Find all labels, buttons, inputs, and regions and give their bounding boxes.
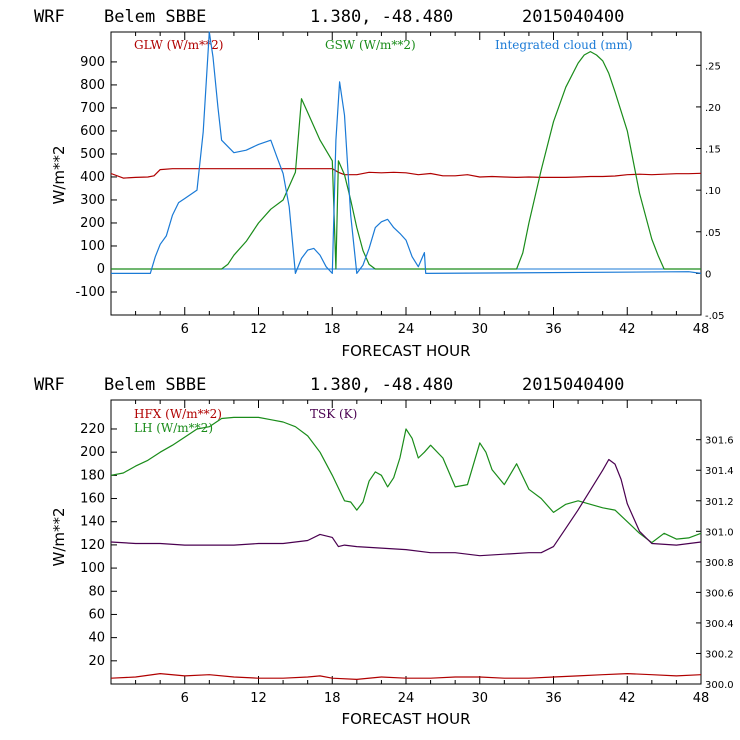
top-right-tick-label: .15 <box>705 145 721 156</box>
bottom-right-tick-label: 301.0 <box>705 527 734 538</box>
top-ylabel: W/m**2 <box>50 145 68 204</box>
top-right-tick-label: .20 <box>705 103 721 114</box>
top-y-tick-label: 300 <box>80 193 105 208</box>
top-series-gsw-line <box>111 50 701 270</box>
bottom-title-model: WRF <box>34 375 65 395</box>
bottom-series-hfx-line <box>110 672 702 681</box>
bottom-right-ticks: 301.6 301.4 301.2 301.0 300.8 300.6 300.4 300.2… <box>696 436 734 691</box>
top-xlabel: FORECAST HOUR <box>341 342 470 360</box>
bottom-y-tick-label: 200 <box>80 445 105 460</box>
bottom-x-tick-label: 12 <box>250 691 267 706</box>
top-y-tick-label: 200 <box>80 216 105 231</box>
top-y-tick-label: 900 <box>80 55 105 70</box>
bottom-series-lh-line <box>110 416 702 544</box>
bottom-x-tick-label: 36 <box>545 691 562 706</box>
bottom-y-tick-label: 40 <box>88 631 105 646</box>
top-y-tick-label: 400 <box>80 170 105 185</box>
top-title-coords: 1.380, -48.480 <box>310 7 453 27</box>
bottom-right-tick-label: 300.8 <box>705 558 734 569</box>
bottom-plot-frame <box>110 399 702 685</box>
top-y-ticks: -100 0 100 200 300 400 500 600 700 800 900 <box>75 55 117 300</box>
bottom-x-tick-label: 24 <box>398 691 415 706</box>
bottom-x-tick-label: 18 <box>324 691 341 706</box>
top-legend-glw: GLW (W/m**2) <box>134 38 223 52</box>
top-title-model: WRF <box>34 7 65 27</box>
bottom-y-ticks: 20 40 60 80 100 120 140 160 180 200 220 <box>80 422 117 669</box>
top-x-tick-label: 24 <box>398 322 415 337</box>
top-y-tick-label: 800 <box>80 78 105 93</box>
top-right-ticks: .25 .20 .15 .10 .05 0 -.05 <box>696 61 725 322</box>
bottom-ylabel: W/m**2 <box>50 507 68 566</box>
bottom-x-tick-label: 30 <box>471 691 488 706</box>
bottom-right-tick-label: 301.6 <box>705 436 734 447</box>
bottom-legend-tsk: TSK (K) <box>310 407 357 421</box>
bottom-x-tick-label: 48 <box>693 691 710 706</box>
top-y-tick-label: 600 <box>80 124 105 139</box>
bottom-x-tick-label: 42 <box>619 691 636 706</box>
top-x-tick-label: 36 <box>545 322 562 337</box>
bottom-y-tick-label: 20 <box>88 654 105 669</box>
top-y-tick-label: -100 <box>75 285 105 300</box>
top-right-tick-label: .05 <box>705 228 721 239</box>
bottom-right-tick-label: 300.4 <box>705 619 734 630</box>
top-panel: WRF Belem SBBE 1.380, -48.480 2015040400… <box>34 7 725 360</box>
top-right-tick-label: .25 <box>705 61 721 72</box>
bottom-right-tick-label: 300.0 <box>705 680 734 691</box>
bottom-y-tick-label: 100 <box>80 561 105 576</box>
top-series-integrated-line <box>111 31 702 274</box>
bottom-right-tick-label: 300.6 <box>705 588 734 599</box>
bottom-right-tick-label: 301.2 <box>705 497 734 508</box>
bottom-series-group <box>110 416 702 681</box>
bottom-panel: WRF Belem SBBE 1.380, -48.480 2015040400… <box>34 375 734 728</box>
bottom-series-tsk-line <box>110 458 702 557</box>
bottom-y-tick-label: 120 <box>80 538 105 553</box>
bottom-y-tick-label: 180 <box>80 468 105 483</box>
top-series-glw-line <box>110 168 702 179</box>
bottom-title-run: 2015040400 <box>522 375 624 395</box>
bottom-right-tick-label: 301.4 <box>705 466 734 477</box>
top-title-run: 2015040400 <box>522 7 624 27</box>
top-x-tick-label: 6 <box>181 322 189 337</box>
top-x-tick-label: 42 <box>619 322 636 337</box>
top-y-tick-label: 100 <box>80 239 105 254</box>
top-right-tick-label: .10 <box>705 186 721 197</box>
top-x-tick-label: 18 <box>324 322 341 337</box>
bottom-y-tick-label: 80 <box>88 584 105 599</box>
bottom-y-tick-label: 60 <box>88 607 105 622</box>
top-legend-gsw: GSW (W/m**2) <box>325 38 416 52</box>
top-right-tick-label: 0 <box>705 269 711 280</box>
bottom-x-ticks: 6 12 18 24 30 36 42 48 <box>135 400 710 706</box>
top-legend-cloud: Integrated cloud (mm) <box>495 38 633 52</box>
top-x-tick-label: 30 <box>471 322 488 337</box>
top-y-tick-label: 0 <box>97 262 105 277</box>
bottom-y-tick-label: 140 <box>80 515 105 530</box>
top-x-tick-label: 48 <box>693 322 710 337</box>
top-x-tick-label: 12 <box>250 322 267 337</box>
bottom-y-tick-label: 160 <box>80 492 105 507</box>
top-x-ticks: 6 12 18 24 30 36 42 48 <box>135 32 710 337</box>
top-title-station: Belem SBBE <box>104 7 206 27</box>
top-y-tick-label: 700 <box>80 101 105 116</box>
bottom-xlabel: FORECAST HOUR <box>341 710 470 728</box>
top-right-tick-label: -.05 <box>705 311 725 322</box>
top-y-tick-label: 500 <box>80 147 105 162</box>
bottom-right-tick-label: 300.2 <box>705 649 734 660</box>
bottom-y-tick-label: 220 <box>80 422 105 437</box>
bottom-legend-hfx: HFX (W/m**2) <box>134 407 222 421</box>
bottom-title-station: Belem SBBE <box>104 375 206 395</box>
bottom-title-coords: 1.380, -48.480 <box>310 375 453 395</box>
bottom-x-tick-label: 6 <box>181 691 189 706</box>
top-series-group <box>110 31 702 274</box>
